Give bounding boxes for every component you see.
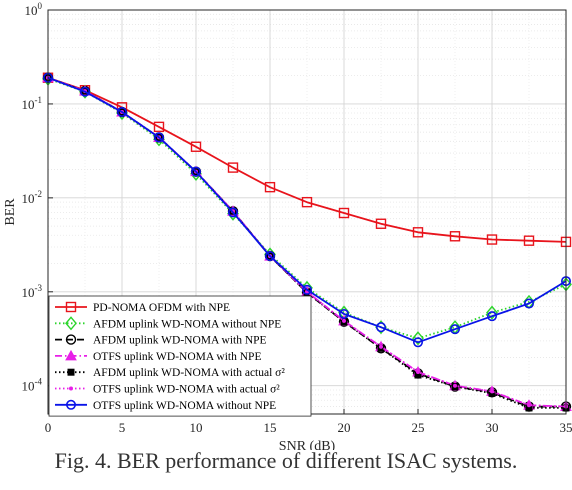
data-point bbox=[301, 196, 313, 208]
legend-item: OTFS uplink WD-NOMA with NPE bbox=[55, 349, 261, 363]
series-line bbox=[47, 76, 567, 344]
data-point bbox=[449, 231, 461, 242]
legend-label: OTFS uplink WD-NOMA without NPE bbox=[93, 400, 276, 412]
data-point bbox=[65, 316, 77, 331]
series-line bbox=[47, 76, 567, 408]
data-point bbox=[153, 121, 165, 133]
x-tick-label: 15 bbox=[264, 420, 277, 435]
y-tick-label: 10-3 bbox=[22, 283, 43, 300]
legend-label: OTFS uplink WD-NOMA with NPE bbox=[93, 351, 261, 363]
data-point bbox=[65, 349, 77, 361]
data-point bbox=[412, 227, 424, 238]
data-point bbox=[486, 305, 498, 320]
x-tick-label: 30 bbox=[486, 420, 499, 435]
legend-item: AFDM uplink WD-NOMA with actual σ² bbox=[55, 367, 285, 379]
legend-label: AFDM uplink WD-NOMA with actual σ² bbox=[93, 367, 285, 379]
series-layer bbox=[42, 71, 572, 412]
data-point bbox=[264, 181, 276, 193]
data-point bbox=[449, 324, 460, 335]
legend: PD-NOMA OFDM with NPE AFDM uplink WD-NOMA… bbox=[48, 295, 312, 417]
x-axis-label: SNR (dB) bbox=[279, 439, 336, 450]
data-point bbox=[375, 218, 387, 229]
data-point bbox=[264, 251, 275, 262]
y-tick-label: 10-2 bbox=[22, 189, 43, 206]
x-tick-label: 5 bbox=[119, 420, 126, 435]
x-tick-label: 25 bbox=[412, 420, 425, 435]
x-tick-label: 10 bbox=[190, 420, 203, 435]
data-point bbox=[154, 132, 165, 143]
legend-item: AFDM uplink WD-NOMA with NPE bbox=[55, 334, 267, 347]
series-line bbox=[47, 76, 567, 243]
data-point bbox=[527, 403, 531, 408]
legend-label: PD-NOMA OFDM with NPE bbox=[93, 302, 230, 314]
ber-chart: 0 5 10 15 20 25 30 35 100 10-1 10-2 10-3 10-4 SNR (d… bbox=[3, 1, 572, 450]
legend-item: AFDM uplink WD-NOMA without NPE bbox=[55, 316, 281, 331]
data-point bbox=[65, 334, 77, 345]
data-point bbox=[412, 331, 424, 346]
y-tick-label: 10-1 bbox=[22, 95, 43, 112]
data-point bbox=[80, 86, 91, 97]
data-point bbox=[486, 234, 498, 245]
x-tick-label: 20 bbox=[338, 420, 351, 435]
x-tick-label: 0 bbox=[45, 420, 52, 435]
legend-label: AFDM uplink WD-NOMA with NPE bbox=[93, 335, 267, 347]
legend-label: AFDM uplink WD-NOMA without NPE bbox=[93, 318, 281, 330]
legend-item: PD-NOMA OFDM with NPE bbox=[55, 301, 230, 314]
y-axis-label: BER bbox=[3, 198, 18, 226]
y-tick-label: 100 bbox=[25, 1, 43, 18]
data-point bbox=[490, 389, 494, 394]
data-point bbox=[453, 383, 457, 388]
data-point bbox=[416, 369, 420, 374]
data-point bbox=[338, 309, 349, 320]
legend-label: OTFS uplink WD-NOMA with actual σ² bbox=[93, 384, 280, 396]
data-point bbox=[338, 207, 350, 219]
data-point bbox=[65, 301, 77, 313]
data-point bbox=[228, 207, 239, 218]
data-point bbox=[117, 107, 128, 118]
data-point bbox=[190, 141, 202, 152]
y-tick-label: 10-4 bbox=[22, 377, 43, 394]
data-point bbox=[523, 298, 534, 309]
data-point bbox=[412, 337, 423, 348]
legend-item: OTFS uplink WD-NOMA with actual σ² bbox=[55, 384, 280, 396]
data-point bbox=[375, 322, 386, 333]
data-point bbox=[227, 162, 239, 173]
data-point bbox=[66, 399, 77, 410]
legend-box bbox=[48, 295, 312, 417]
data-point bbox=[379, 344, 383, 349]
data-point bbox=[523, 235, 535, 246]
x-tick-label: 35 bbox=[560, 420, 572, 435]
legend-item: OTFS uplink WD-NOMA without NPE bbox=[55, 399, 276, 412]
data-point bbox=[67, 368, 75, 376]
data-point bbox=[69, 386, 73, 391]
data-point bbox=[486, 311, 497, 322]
data-point bbox=[301, 284, 312, 295]
data-point bbox=[342, 318, 346, 323]
data-point bbox=[191, 166, 202, 177]
figure-caption: Fig. 4. BER performance of different ISA… bbox=[54, 448, 518, 473]
